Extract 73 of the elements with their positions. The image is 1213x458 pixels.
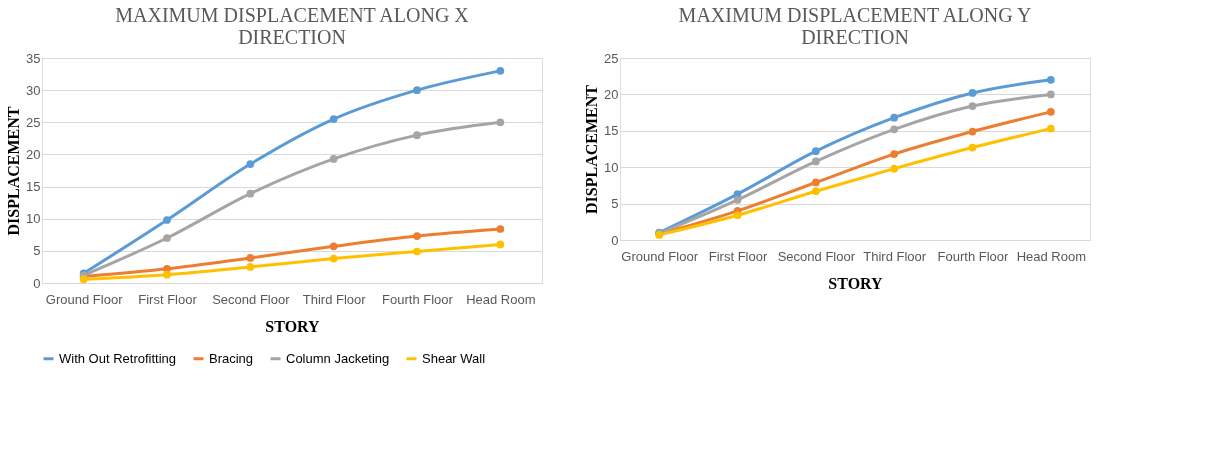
point <box>496 118 505 127</box>
point <box>890 150 899 158</box>
chart-title: MAXIMUM DISPLACEMENT ALONG Y DIRECTION <box>678 4 1032 48</box>
x-axis-title: STORY <box>265 317 321 335</box>
point <box>329 155 338 163</box>
point <box>413 86 421 95</box>
x-tick-label: First Floor <box>138 291 198 307</box>
point <box>329 242 338 251</box>
y-tick-label: 20 <box>26 146 41 162</box>
x-tick-label: Second Floor <box>777 248 856 264</box>
legend-label: Column Jacketing <box>286 350 390 366</box>
y-tick-label: 10 <box>604 159 619 175</box>
point <box>733 196 742 204</box>
point <box>811 178 820 187</box>
point <box>968 89 977 97</box>
y-axis-title: DISPLACEMENT <box>5 106 23 236</box>
point <box>329 254 338 263</box>
y-tick-label: 25 <box>26 114 41 130</box>
point <box>1046 124 1055 133</box>
y-tick-label: 30 <box>26 82 41 98</box>
point <box>1046 75 1055 84</box>
point <box>890 113 899 122</box>
point <box>811 147 820 156</box>
x-axis-title: STORY <box>828 274 884 292</box>
y-tick-label: 15 <box>26 179 41 195</box>
point <box>811 157 820 166</box>
chart-title: MAXIMUM DISPLACEMENT ALONG X DIRECTION <box>115 4 470 48</box>
point <box>413 247 421 256</box>
y-tick-label: 35 <box>26 50 41 66</box>
y-tick-label: 5 <box>33 243 41 259</box>
point <box>413 232 421 240</box>
point <box>733 211 742 220</box>
point <box>811 187 820 196</box>
x-tick-label: Third Floor <box>302 291 367 307</box>
point <box>163 216 171 224</box>
x-tick-label: Ground Floor <box>45 291 124 307</box>
point <box>968 102 977 110</box>
point <box>163 234 171 242</box>
point <box>163 270 171 279</box>
x-tick-label: Third Floor <box>863 248 927 264</box>
y-tick-label: 20 <box>604 86 619 102</box>
point <box>968 127 977 136</box>
point <box>496 225 505 233</box>
point <box>890 125 899 134</box>
y-tick-label: 5 <box>611 196 619 212</box>
point <box>968 143 977 152</box>
point <box>1046 90 1055 99</box>
legend-label: Shear Wall <box>422 350 486 366</box>
point <box>890 164 899 173</box>
x-tick-label: Head Room <box>1016 248 1087 264</box>
point <box>246 263 255 271</box>
point <box>496 240 505 249</box>
point <box>413 131 421 140</box>
x-tick-label: Head Room <box>466 291 536 307</box>
legend-label: With Out Retrofitting <box>59 350 177 366</box>
y-tick-label: 25 <box>604 50 619 66</box>
point <box>329 115 338 123</box>
y-tick-label: 10 <box>26 211 41 227</box>
point <box>496 66 505 75</box>
point <box>246 160 255 168</box>
y-tick-label: 15 <box>604 123 619 139</box>
x-tick-label: First Floor <box>708 248 768 264</box>
x-tick-label: Second Floor <box>212 291 291 307</box>
y-axis-title: DISPLACEMENT <box>583 84 601 214</box>
x-tick-label: Fourth Floor <box>937 248 1010 264</box>
y-tick-label: 0 <box>611 232 619 248</box>
point <box>246 189 255 198</box>
y-tick-label: 0 <box>33 275 41 291</box>
x-tick-label: Fourth Floor <box>382 291 454 307</box>
point <box>246 254 255 262</box>
x-tick-label: Ground Floor <box>621 248 699 264</box>
legend-label: Bracing <box>209 350 254 366</box>
point <box>1046 108 1055 116</box>
